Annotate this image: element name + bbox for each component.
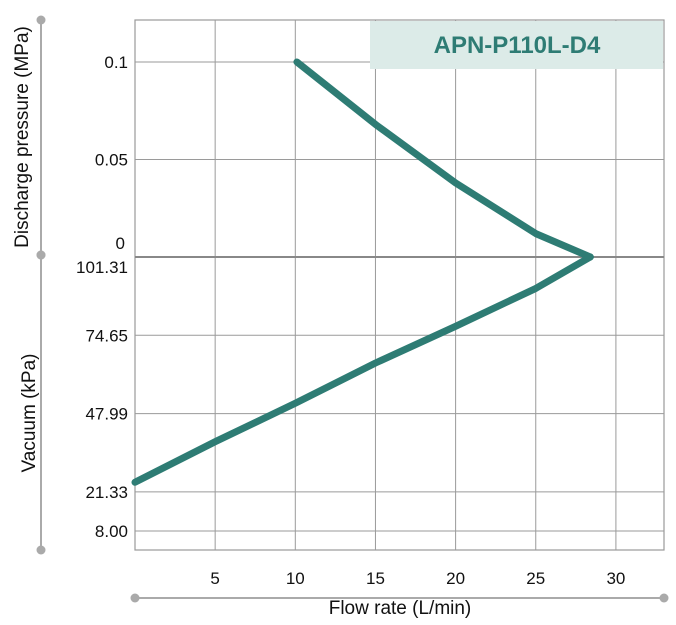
vacuum-tick-label: 21.33 (85, 483, 128, 502)
vacuum-curve (131, 253, 594, 486)
pressure-tick-label: 0 (116, 234, 125, 253)
x-axis-title: Flow rate (L/min) (329, 598, 472, 619)
vacuum-tick-label: 8.00 (95, 522, 128, 541)
vacuum-tick-label: 47.99 (85, 405, 128, 424)
plot-frame (134, 19, 665, 551)
vacuum-bracket-dot (36, 545, 46, 555)
flow-bracket-dot (659, 593, 669, 603)
x-tick-label: 10 (286, 569, 305, 588)
x-tick-label: 30 (606, 569, 625, 588)
pressure-bracket-dot (36, 15, 46, 25)
vacuum-tick-label: 74.65 (85, 326, 128, 345)
curves (131, 58, 594, 486)
tick-labels: 5 10 15 20 25 30 0.1 0.05 0 101.31 74.65 47.99 21.33… (76, 53, 625, 588)
chart-title: APN-P110L-D4 (434, 32, 601, 59)
vacuum-tick-label: 101.31 (76, 258, 128, 277)
x-tick-label: 15 (366, 569, 385, 588)
x-tick-label: 20 (446, 569, 465, 588)
pressure-tick-label: 0.1 (104, 53, 128, 72)
y-axis-title-pressure: Discharge pressure (MPa) (12, 26, 33, 248)
vacuum-bracket-dot (36, 250, 46, 260)
flow-bracket-dot (130, 593, 140, 603)
x-tick-label: 25 (526, 569, 545, 588)
pressure-tick-label: 0.05 (95, 151, 128, 170)
y-axis-title-vacuum: Vacuum (kPa) (19, 354, 40, 473)
grid-lines (135, 20, 664, 550)
title-box (370, 21, 663, 69)
axis-brackets (36, 15, 669, 603)
x-tick-label: 5 (210, 569, 219, 588)
pressure-curve (293, 58, 594, 261)
